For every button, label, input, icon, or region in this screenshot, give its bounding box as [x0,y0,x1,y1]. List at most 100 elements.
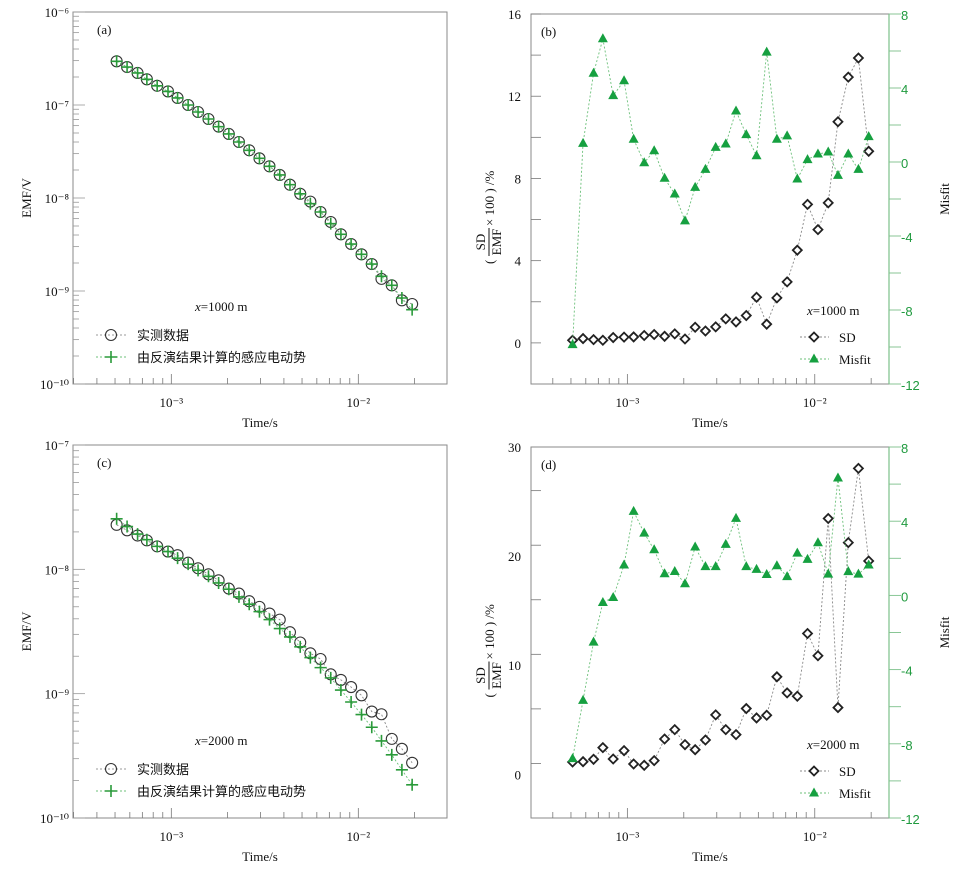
y-tick-label: 10⁻¹⁰ [40,377,69,392]
circle-marker [104,762,118,776]
panel-a: 10⁻³ 10⁻² 10⁻⁶ 10⁻⁷ 10⁻⁸ 10⁻⁹ 10⁻¹⁰ Time/s EMF/V… [19,5,448,430]
annotation-var: x [194,299,201,314]
plus-marker [314,661,327,674]
plus-marker [110,55,123,68]
y-ticks: 10⁻⁷ 10⁻⁸ 10⁻⁹ 10⁻¹⁰ [40,438,85,826]
y2-ticks: -12 -8 -4 0 4 8 [889,441,920,827]
panel-c: 10⁻³ 10⁻² 10⁻⁷ 10⁻⁸ 10⁻⁹ 10⁻¹⁰ Time/s EMF/V (c) x… [19,438,448,864]
y-title-paren: ( [482,693,497,697]
diamond-marker [597,334,609,346]
legend-label: Misfit [839,786,871,801]
triangle-marker [782,130,793,140]
triangle-marker [578,137,589,147]
triangle-marker [802,553,813,563]
triangle-marker [812,148,823,158]
y-tick-label: 30 [508,440,521,455]
y-title-numerator: SD [473,234,488,251]
triangle-marker [731,512,742,522]
legend-label: 实测数据 [137,763,189,778]
plus-marker [406,778,419,791]
triangle-marker [741,561,752,571]
diamond-marker [587,333,600,346]
triangle-marker [863,559,874,569]
y-tick-label: 10⁻⁹ [45,284,70,299]
y-tick-label: 12 [508,89,521,104]
annotation-text: =1000 m [201,299,248,314]
plus-marker [171,91,184,104]
plus-marker [182,99,195,111]
diamond-marker [577,755,589,768]
triangle-marker [792,173,803,183]
triangle-marker [608,591,619,601]
plus-marker [243,598,256,611]
triangle-marker [588,636,599,646]
y2-tick-label: -12 [901,812,920,827]
diamond-marker [699,325,712,337]
triangle-marker [597,33,608,43]
y2-tick-label: 8 [901,441,908,456]
y-ticks: 0 4 8 12 16 [508,7,541,351]
legend: x=2000 m SD Misfit [800,737,871,801]
y-tick-label: 10⁻⁹ [45,687,70,702]
plus-marker [105,351,117,363]
y2-tick-label: -12 [901,378,920,393]
plus-marker [334,228,347,241]
legend-label: 由反演结果计算的感应电动势 [137,784,306,800]
legend-label: 由反演结果计算的感应电动势 [137,350,306,366]
x-axis-title: Time/s [242,849,278,864]
x-tick-label: 10⁻³ [615,829,639,844]
legend-label: 实测数据 [137,329,189,344]
circle-marker [345,681,358,694]
diamond-marker [597,741,609,754]
diamond-marker [771,671,783,683]
plus-marker [385,748,398,761]
diamond-marker [607,331,619,344]
plus-marker [131,528,144,541]
y-tick-label: 0 [515,767,522,782]
diamond-marker [719,723,732,736]
diamond-marker [771,292,783,304]
triangle-marker [639,157,650,167]
triangle-marker [809,353,819,363]
plus-marker [304,197,317,210]
annotation-text: =2000 m [813,737,860,752]
diamond-marker [808,765,820,777]
panel-label: (b) [541,24,556,39]
y2-tick-label: 4 [901,82,908,97]
diamond-marker [668,328,681,340]
triangle-marker [588,67,599,77]
diamond-marker [627,331,640,343]
series-line [572,38,870,345]
circle-marker [375,708,388,721]
series-inverted [110,55,419,316]
y-ticks: 0 10 20 30 [508,440,541,782]
diamond-marker [750,291,763,304]
legend-label: Misfit [839,352,871,367]
y2-tick-label: 0 [901,589,908,604]
plus-marker [273,168,286,181]
triangle-marker [628,505,639,515]
plus-marker [192,105,205,118]
triangle-marker [578,694,589,704]
diamond-marker [587,753,600,766]
plus-marker [140,73,153,86]
plus-marker [212,576,225,589]
triangle-marker [823,568,834,578]
plus-marker [151,540,164,553]
series-line [116,524,413,764]
triangle-marker [843,148,854,158]
triangle-marker [771,560,782,570]
plus-marker [263,160,276,173]
triangle-marker [639,527,650,537]
diamond-marker [760,318,773,330]
triangle-marker [567,339,578,349]
x-ticks: 10⁻³ 10⁻² [552,374,872,410]
triangle-marker [597,596,608,606]
triangle-marker [700,163,711,173]
annotation-text: =1000 m [813,303,860,318]
y-tick-label: 0 [515,336,522,351]
plus-marker [222,583,235,596]
triangle-marker [720,538,731,548]
